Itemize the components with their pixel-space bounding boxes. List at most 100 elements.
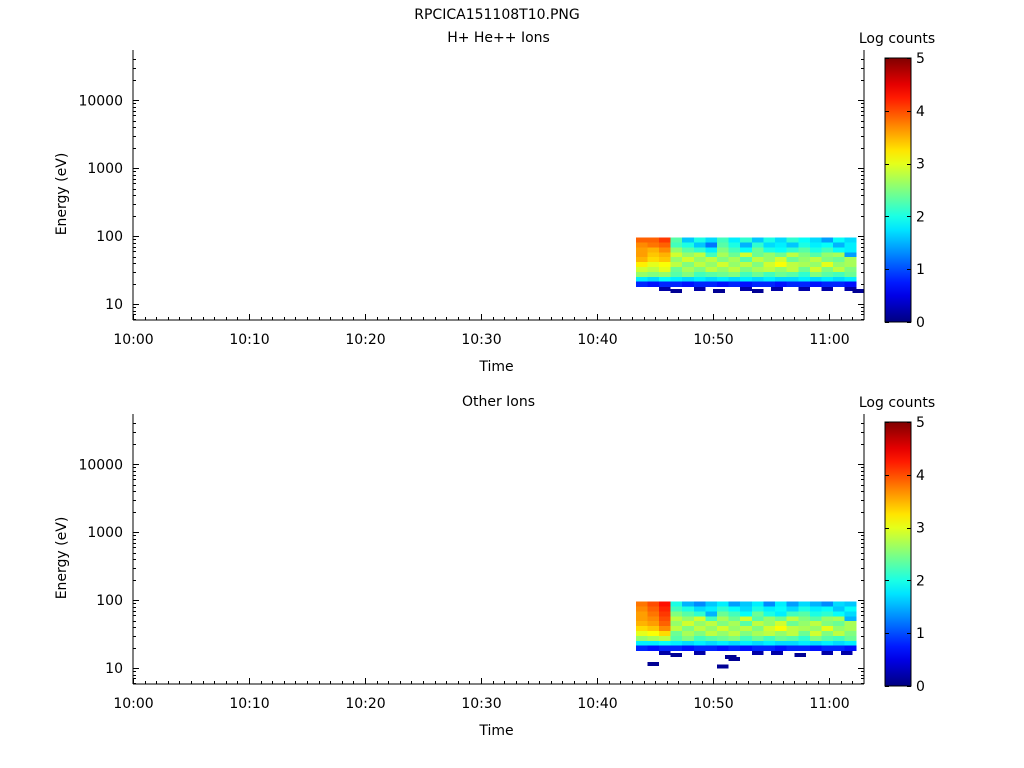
heatmap-cell bbox=[809, 616, 822, 622]
heatmap-cell bbox=[635, 267, 648, 273]
heatmap-cell bbox=[717, 640, 730, 647]
heatmap-cell bbox=[693, 271, 706, 278]
heatmap-cell bbox=[647, 271, 660, 278]
heatmap-cell bbox=[809, 640, 822, 647]
heatmap-cell bbox=[659, 252, 672, 258]
heatmap-sparse-cell bbox=[821, 651, 834, 656]
heatmap-cell bbox=[728, 247, 741, 253]
heatmap-cell bbox=[821, 601, 834, 607]
heatmap-cell bbox=[740, 247, 753, 253]
heatmap-cell bbox=[682, 242, 695, 248]
heatmap-cell bbox=[682, 267, 695, 273]
heatmap-cell bbox=[844, 237, 857, 243]
colorbar-tick-label: 2 bbox=[916, 573, 925, 589]
heatmap-cell bbox=[763, 262, 776, 268]
heatmap-cell bbox=[844, 242, 857, 248]
heatmap-cell bbox=[670, 601, 683, 607]
heatmap-cell bbox=[751, 635, 764, 642]
heatmap-sparse-cell bbox=[771, 287, 783, 292]
heatmap-cell bbox=[809, 276, 822, 283]
heatmap-cell bbox=[705, 242, 718, 248]
heatmap-cell bbox=[821, 271, 834, 278]
heatmap-cell bbox=[705, 267, 718, 273]
heatmap-cell bbox=[728, 262, 741, 268]
heatmap-cell bbox=[740, 252, 753, 258]
heatmap-cell bbox=[751, 267, 764, 273]
heatmap-cell bbox=[798, 611, 811, 617]
heatmap-cell bbox=[763, 267, 776, 273]
heatmap-cell bbox=[705, 252, 718, 258]
heatmap-cell bbox=[682, 237, 695, 243]
heatmap-cell bbox=[659, 645, 672, 652]
heatmap-cell bbox=[775, 640, 788, 647]
heatmap-cell bbox=[705, 257, 718, 263]
heatmap-cell bbox=[659, 621, 672, 627]
heatmap-cell bbox=[821, 237, 834, 243]
heatmap-cell bbox=[763, 631, 776, 637]
heatmap-cell bbox=[833, 247, 846, 253]
heatmap-cell bbox=[717, 635, 730, 642]
heatmap-cell bbox=[728, 267, 741, 273]
heatmap-cell bbox=[833, 242, 846, 248]
heatmap-cell bbox=[786, 281, 799, 288]
heatmap-cell bbox=[821, 257, 834, 263]
heatmap-cell bbox=[635, 237, 648, 243]
heatmap-cell bbox=[682, 276, 695, 283]
x-tick-label: 10:30 bbox=[461, 332, 501, 348]
heatmap-cell bbox=[693, 621, 706, 627]
heatmap-cell bbox=[647, 267, 660, 273]
heatmap-cell bbox=[844, 281, 857, 288]
heatmap-cell bbox=[635, 601, 648, 607]
panel-title: H+ He++ Ions bbox=[447, 30, 550, 46]
heatmap-cell bbox=[763, 247, 776, 253]
heatmap-cell bbox=[635, 626, 648, 632]
heatmap-cell bbox=[635, 262, 648, 268]
heatmap-cell bbox=[798, 242, 811, 248]
heatmap-cell bbox=[682, 631, 695, 637]
heatmap-cell bbox=[693, 242, 706, 248]
x-axis-label: Time bbox=[478, 359, 513, 375]
heatmap-cell bbox=[705, 621, 718, 627]
heatmap-cell bbox=[728, 631, 741, 637]
heatmap-cell bbox=[775, 635, 788, 642]
heatmap-cell bbox=[659, 271, 672, 278]
heatmap-cell bbox=[786, 640, 799, 647]
y-tick-label: 10 bbox=[105, 297, 123, 313]
heatmap-cell bbox=[833, 276, 846, 283]
heatmap-cell bbox=[659, 281, 672, 288]
colorbar-tick-label: 5 bbox=[916, 51, 925, 67]
colorbar-tick-label: 2 bbox=[916, 209, 925, 225]
heatmap-cell bbox=[659, 631, 672, 637]
heatmap-cell bbox=[682, 247, 695, 253]
heatmap bbox=[635, 601, 857, 669]
heatmap-cell bbox=[798, 271, 811, 278]
heatmap-cell bbox=[798, 247, 811, 253]
heatmap-cell bbox=[763, 616, 776, 622]
y-tick-label: 100 bbox=[96, 593, 123, 609]
colorbar-tick-label: 4 bbox=[916, 104, 925, 120]
heatmap bbox=[635, 237, 864, 294]
heatmap-cell bbox=[670, 242, 683, 248]
heatmap-cell bbox=[809, 247, 822, 253]
heatmap-cell bbox=[833, 640, 846, 647]
heatmap-cell bbox=[647, 242, 660, 248]
heatmap-cell bbox=[775, 645, 788, 652]
heatmap-cell bbox=[647, 645, 660, 652]
heatmap-cell bbox=[751, 616, 764, 622]
heatmap-cell bbox=[670, 237, 683, 243]
heatmap-cell bbox=[647, 635, 660, 642]
heatmap-cell bbox=[647, 262, 660, 268]
heatmap-cell bbox=[833, 237, 846, 243]
heatmap-cell bbox=[705, 626, 718, 632]
heatmap-cell bbox=[775, 631, 788, 637]
heatmap-cell bbox=[635, 257, 648, 263]
heatmap-cell bbox=[705, 606, 718, 612]
x-tick-label: 10:20 bbox=[345, 696, 385, 712]
heatmap-cell bbox=[728, 621, 741, 627]
heatmap-cell bbox=[833, 262, 846, 268]
x-tick-label: 10:00 bbox=[113, 332, 153, 348]
heatmap-cell bbox=[717, 237, 730, 243]
heatmap-cell bbox=[786, 645, 799, 652]
heatmap-cell bbox=[717, 626, 730, 632]
